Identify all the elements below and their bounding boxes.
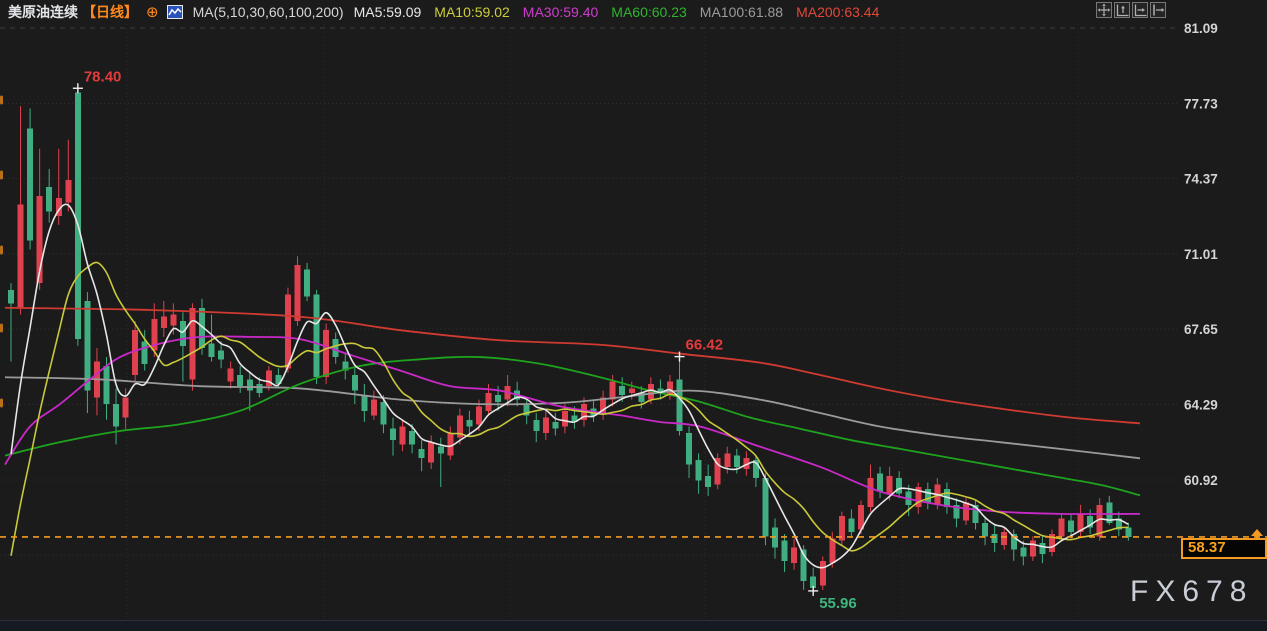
ma100-line	[4, 376, 1141, 460]
ma-legend: MA5:59.09 MA10:59.02 MA30:59.40 MA60:60.23 M…	[354, 4, 880, 20]
axis-price-label: 71.01	[1184, 247, 1218, 262]
current-price-label: 58.37	[1181, 538, 1267, 559]
axis-price-label: 74.37	[1184, 172, 1218, 187]
exit-chart-icon[interactable]	[1150, 2, 1166, 18]
ma-legend-item: MA10:59.02	[434, 4, 510, 20]
ma30-line	[4, 335, 1141, 515]
ma-legend-item: MA30:59.40	[522, 4, 599, 20]
axis-price-label: 81.09	[1184, 21, 1218, 36]
ma10-line	[10, 261, 1129, 556]
extreme-price-annotation: 66.42	[686, 337, 724, 354]
ma60-line	[4, 355, 1141, 497]
pan-crosshair-icon[interactable]	[1096, 2, 1112, 18]
period-label[interactable]: 【日线】	[82, 4, 138, 20]
ma200-line	[4, 306, 1141, 425]
chart-header: 美原油连续 【日线】 ⊕ MA(5,10,30,60,100,200) MA5:…	[8, 2, 879, 22]
scale-right-icon[interactable]	[1132, 2, 1148, 18]
ma5-line	[10, 203, 1129, 569]
ma-legend-item: MA100:61.88	[699, 4, 784, 20]
ma-legend-item: MA60:60.23	[611, 4, 687, 20]
ma-legend-item: MA200:63.44	[796, 4, 880, 20]
axis-price-label: 64.29	[1184, 397, 1218, 412]
symbol-title: 美原油连续	[8, 4, 78, 20]
extreme-price-annotation: 78.40	[84, 68, 122, 85]
time-axis-strip	[0, 620, 1267, 631]
ma-indicator-label: MA(5,10,30,60,100,200)	[192, 4, 344, 20]
ma-legend-item: MA5:59.09	[353, 4, 422, 20]
axis-price-label: 77.73	[1184, 96, 1218, 111]
price-up-arrow-icon	[1251, 529, 1263, 536]
axis-price-label: 67.65	[1184, 322, 1218, 337]
chart-toolbar	[1096, 2, 1166, 18]
watermark: FX678	[1130, 575, 1254, 608]
extreme-price-annotation: 55.96	[819, 595, 857, 612]
chart-style-icon[interactable]	[166, 5, 183, 19]
add-indicator-icon[interactable]: ⊕	[146, 3, 159, 21]
axis-price-label: 60.92	[1184, 473, 1218, 488]
scale-up-icon[interactable]	[1114, 2, 1130, 18]
